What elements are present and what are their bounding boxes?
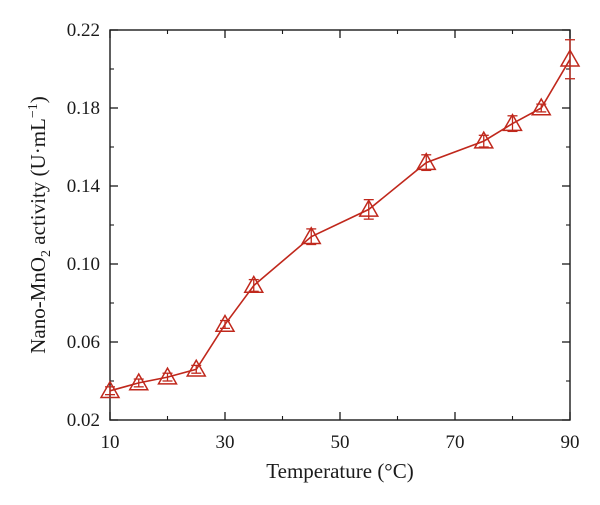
y-axis-ticks: 0.02 0.06 0.10 0.14 0.18 0.22 [67, 20, 570, 431]
y-tick-label: 0.22 [67, 20, 100, 41]
y-tick-label: 0.18 [67, 98, 100, 119]
y-axis-title-suffix: ) [26, 96, 50, 103]
data-point-marker [473, 130, 495, 149]
x-axis-title: Temperature (°C) [266, 459, 413, 483]
data-point-marker [157, 366, 178, 385]
x-tick-label: 70 [446, 432, 465, 453]
y-axis-title: Nano-MnO2 activity (U·mL−1) [26, 96, 54, 354]
data-point-marker [128, 372, 150, 391]
data-point-marker [530, 97, 552, 116]
data-point-marker [185, 358, 207, 377]
y-tick-label: 0.14 [67, 176, 101, 197]
plot-frame [109, 29, 571, 421]
series-layer [99, 39, 581, 399]
x-tick-label: 30 [216, 432, 235, 453]
x-tick-label: 90 [561, 432, 580, 453]
y-axis-title-superscript: −1 [26, 103, 41, 118]
data-point-marker [300, 226, 322, 245]
data-point-marker [559, 48, 581, 67]
data-point-marker [358, 198, 380, 217]
data-point-marker [243, 274, 265, 293]
y-tick-label: 0.02 [67, 410, 100, 431]
data-point-marker [99, 380, 121, 399]
data-point-marker [214, 313, 236, 332]
y-tick-label: 0.10 [67, 254, 100, 275]
y-axis-title-subscript: 2 [39, 250, 54, 257]
y-tick-label: 0.06 [67, 332, 100, 353]
y-axis-title-middle: activity (U·mL [26, 118, 50, 250]
y-axis-title-prefix: Nano-MnO [26, 257, 50, 354]
x-tick-label: 50 [331, 432, 350, 453]
x-tick-label: 10 [101, 432, 120, 453]
x-axis-ticks: 10 30 50 70 90 [101, 30, 580, 453]
data-point-marker [502, 113, 523, 132]
data-point-marker [415, 152, 437, 171]
series-line [109, 58, 571, 392]
